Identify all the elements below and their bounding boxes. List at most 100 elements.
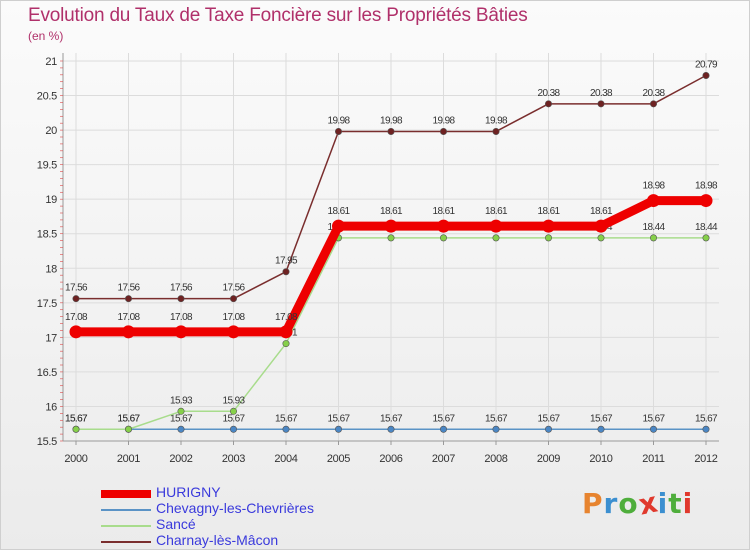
series-hurigny: 17.08 17.08 17.08 17.08 17.08 18.61 18.61 18.61… xyxy=(65,181,719,339)
x-tick-label: 2007 xyxy=(432,453,455,465)
data-point xyxy=(649,234,657,242)
data-label: 15.67 xyxy=(65,413,88,424)
data-label: 20.38 xyxy=(537,88,560,99)
data-label: 18.98 xyxy=(642,181,665,192)
data-label: 18.61 xyxy=(590,206,613,217)
y-tick-label: 19.5 xyxy=(37,160,57,172)
data-point xyxy=(492,234,500,242)
data-label: 15.67 xyxy=(222,413,245,424)
data-point xyxy=(544,234,552,242)
data-point xyxy=(282,268,290,276)
x-tick-label: 2012 xyxy=(694,453,717,465)
legend: HURIGNY Chevagny-les-Chevrières Sancé Ch… xyxy=(101,484,361,549)
data-point xyxy=(544,425,552,433)
logo-letter: i xyxy=(682,487,694,520)
data-point xyxy=(230,295,238,303)
data-point xyxy=(597,425,605,433)
legend-label: Chevagny-les-Chevrières xyxy=(156,500,314,516)
data-point xyxy=(122,325,135,339)
data-point xyxy=(230,425,238,433)
data-label: 20.38 xyxy=(642,88,665,99)
data-point xyxy=(334,425,342,433)
legend-swatch xyxy=(101,541,151,543)
x-tick-label: 2003 xyxy=(222,453,245,465)
data-point xyxy=(439,127,447,135)
legend-label: Charnay-lès-Mâcon xyxy=(156,532,279,548)
data-label: 15.67 xyxy=(537,413,560,424)
data-label: 15.67 xyxy=(432,413,455,424)
data-point xyxy=(437,219,450,233)
y-tick-label: 21 xyxy=(45,56,57,68)
data-label: 19.98 xyxy=(432,115,455,126)
x-tick-label: 2005 xyxy=(327,453,350,465)
data-label: 17.08 xyxy=(275,312,298,323)
data-label: 19.98 xyxy=(485,115,508,126)
y-tick-label: 17 xyxy=(45,332,57,344)
data-point xyxy=(439,234,447,242)
legend-label: Sancé xyxy=(156,516,196,532)
legend-swatch xyxy=(101,525,151,527)
data-point xyxy=(702,425,710,433)
y-tick-label: 18.5 xyxy=(37,229,57,241)
data-point xyxy=(542,219,555,233)
data-point xyxy=(282,425,290,433)
y-tick-label: 20 xyxy=(45,125,57,137)
data-point xyxy=(177,295,185,303)
data-point xyxy=(594,219,608,233)
data-label: 18.98 xyxy=(695,181,718,192)
data-point xyxy=(597,100,605,108)
logo-letter: r xyxy=(603,487,619,520)
data-label: 17.08 xyxy=(222,312,245,323)
data-label: 17.08 xyxy=(170,312,193,323)
data-point xyxy=(72,425,80,433)
data-point xyxy=(699,194,713,208)
series-charnay-l-s-m-con: 17.56 17.56 17.56 17.56 17.95 19.98 19.98 19.98… xyxy=(65,60,719,303)
data-point xyxy=(492,425,500,433)
x-tick-label: 2002 xyxy=(169,453,192,465)
data-label: 20.38 xyxy=(590,88,613,99)
data-label: 17.08 xyxy=(117,312,140,323)
y-tick-label: 20.5 xyxy=(37,91,57,103)
data-label: 19.98 xyxy=(380,115,403,126)
data-point xyxy=(125,295,133,303)
legend-item: Charnay-lès-Mâcon xyxy=(101,532,361,549)
data-point xyxy=(227,325,240,339)
x-tick-label: 2008 xyxy=(484,453,507,465)
proxiti-logo: Proxiti xyxy=(582,485,694,521)
x-tick-label: 2011 xyxy=(642,453,665,465)
x-tick-label: 2001 xyxy=(117,453,140,465)
data-label: 19.98 xyxy=(327,115,350,126)
data-label: 15.67 xyxy=(695,413,718,424)
data-point xyxy=(702,234,710,242)
data-label: 17.56 xyxy=(117,283,140,294)
logo-letter: o xyxy=(618,487,639,520)
x-tick-label: 2009 xyxy=(537,453,560,465)
data-label: 15.67 xyxy=(65,413,88,424)
data-label: 15.67 xyxy=(170,413,193,424)
legend-label: HURIGNY xyxy=(156,484,221,500)
legend-swatch xyxy=(101,490,151,498)
data-label: 18.44 xyxy=(642,222,665,233)
data-point xyxy=(544,100,552,108)
x-tick-label: 2006 xyxy=(379,453,402,465)
y-tick-label: 18 xyxy=(45,263,57,275)
data-label: 18.61 xyxy=(485,206,508,217)
y-tick-label: 15.5 xyxy=(37,436,57,448)
data-point xyxy=(387,425,395,433)
legend-swatch xyxy=(101,509,151,511)
data-point xyxy=(282,340,290,348)
data-point xyxy=(387,234,395,242)
data-label: 17.56 xyxy=(65,283,88,294)
logo-letter: i xyxy=(657,487,669,520)
data-label: 15.67 xyxy=(485,413,508,424)
x-tick-label: 2000 xyxy=(64,453,87,465)
data-point xyxy=(597,234,605,242)
data-label: 15.67 xyxy=(380,413,403,424)
data-point xyxy=(334,127,342,135)
data-point xyxy=(279,325,293,339)
data-label: 18.61 xyxy=(380,206,403,217)
logo-letter: P xyxy=(582,487,604,520)
data-label: 18.61 xyxy=(327,206,350,217)
data-point xyxy=(492,127,500,135)
